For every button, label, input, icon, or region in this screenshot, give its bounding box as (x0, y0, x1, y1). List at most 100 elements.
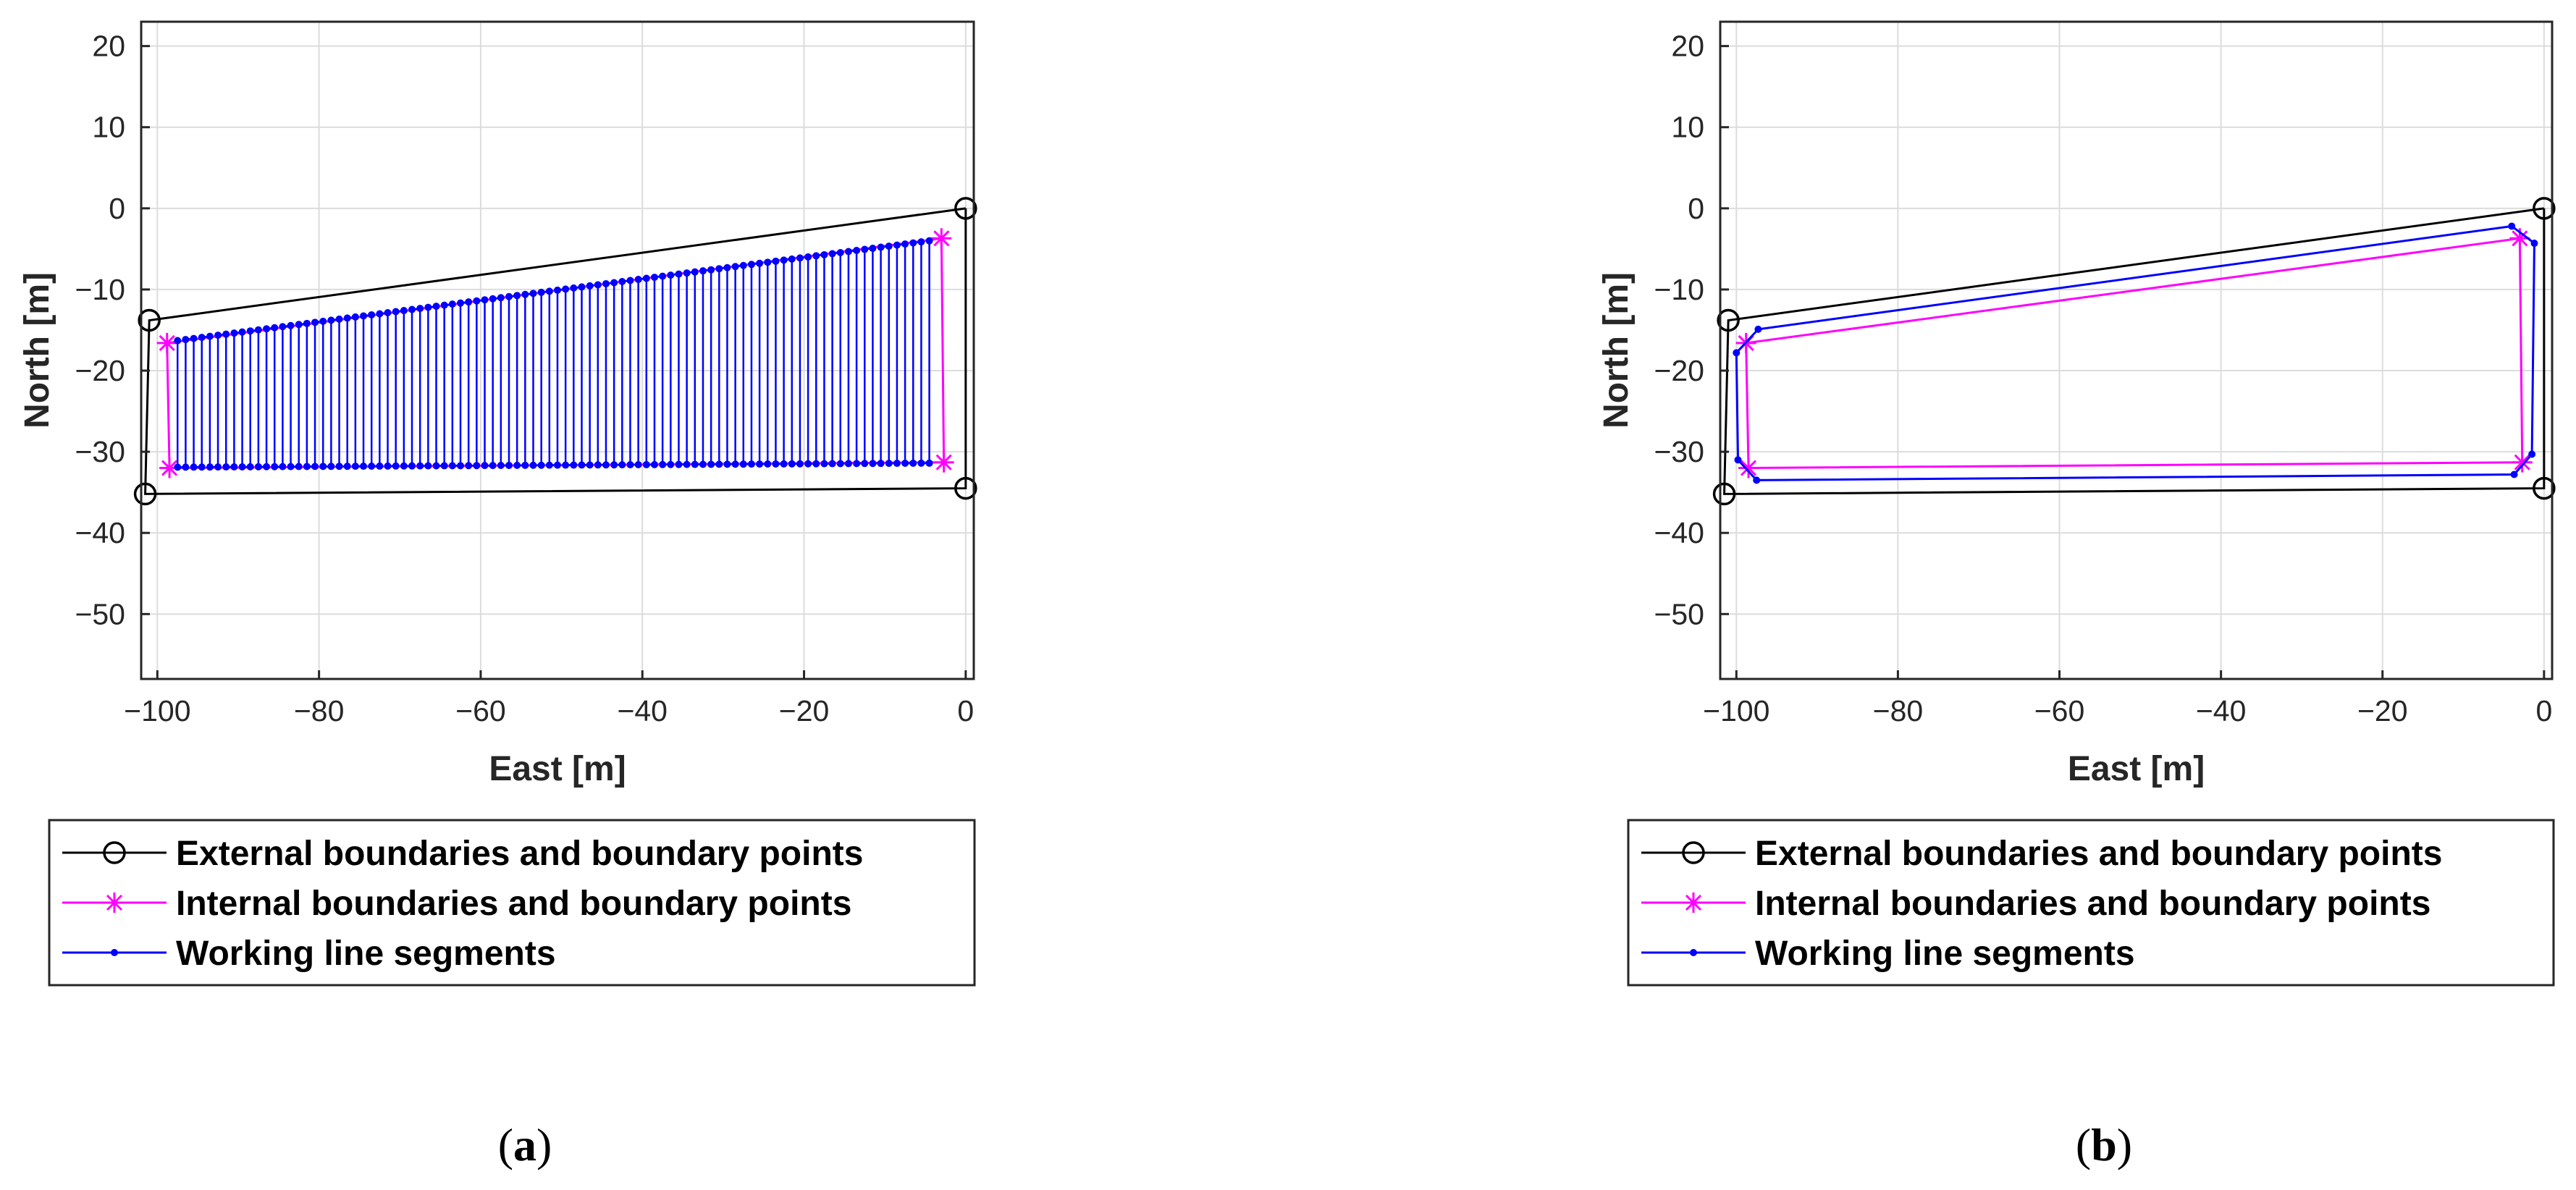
working-point (812, 252, 820, 260)
working-point (335, 315, 343, 323)
working-point (804, 253, 812, 261)
working-point (497, 462, 505, 470)
working-point (626, 461, 634, 469)
working-point (263, 325, 271, 333)
x-tick-label: 0 (2535, 694, 2552, 727)
working-point (327, 316, 335, 324)
working-point (828, 250, 836, 258)
working-point (594, 461, 602, 469)
working-point (925, 237, 933, 245)
working-point (780, 256, 788, 264)
working-point (788, 255, 796, 263)
working-point (772, 257, 780, 265)
working-point (554, 461, 561, 469)
external-point (2533, 197, 2556, 220)
x-tick-label: −100 (124, 694, 190, 727)
legend-label: Working line segments (176, 934, 556, 973)
x-tick-label: −60 (2034, 694, 2085, 727)
working-point (917, 238, 925, 246)
working-point (2508, 222, 2516, 230)
working-point (667, 460, 675, 468)
working-point (715, 460, 723, 468)
x-tick-label: −40 (617, 694, 668, 727)
working-point (659, 272, 667, 280)
legend-label: Internal boundaries and boundary points (176, 885, 851, 923)
legend-label: Working line segments (1755, 934, 2135, 973)
working-point (222, 463, 230, 471)
working-point (545, 461, 553, 469)
working-point (836, 248, 844, 256)
y-tick-label: 0 (109, 192, 125, 225)
working-point (650, 274, 658, 282)
working-point (238, 328, 246, 336)
legend-marker (104, 892, 125, 913)
working-point (368, 311, 376, 318)
legend-external: External boundaries and boundary points (62, 835, 863, 873)
working-point (440, 301, 448, 309)
legend-marker (1690, 949, 1697, 956)
working-point (812, 460, 820, 468)
working-point (586, 282, 594, 290)
working-point (448, 462, 456, 470)
working-point (869, 460, 877, 468)
working-point (618, 461, 626, 469)
legend-marker (1682, 841, 1705, 864)
working-point (440, 462, 448, 470)
working-point (513, 461, 521, 469)
x-tick-label: 0 (957, 694, 974, 727)
external-point (138, 308, 161, 332)
working-point (626, 277, 634, 284)
working-point (780, 460, 788, 468)
working-point (893, 241, 901, 249)
y-tick-label: 10 (1671, 111, 1704, 144)
working-point (448, 300, 456, 308)
working-point (739, 261, 747, 269)
x-axis-label: East [m] (489, 750, 626, 788)
working-point (513, 292, 521, 300)
legend-b: External boundaries and boundary points I… (1627, 819, 2555, 987)
working-point (683, 269, 691, 277)
working-point (303, 463, 311, 470)
y-tick-label: −50 (1654, 597, 1704, 630)
working-point (562, 285, 570, 293)
legend-external: External boundaries and boundary points (1641, 835, 2442, 873)
working-point (295, 463, 303, 470)
working-point (828, 460, 836, 468)
working-point (2530, 240, 2538, 248)
y-tick-label: 20 (92, 30, 125, 63)
working-point (1754, 325, 1762, 333)
caption-a: (a) (498, 1119, 552, 1170)
working-point (844, 460, 852, 468)
legend-internal: Internal boundaries and boundary points (62, 885, 851, 923)
working-point (683, 460, 691, 468)
working-point (190, 463, 198, 471)
working-point (756, 460, 764, 468)
working-point (343, 463, 351, 470)
working-point (1753, 476, 1761, 484)
working-point (432, 303, 440, 311)
working-point (214, 463, 222, 471)
working-point (796, 460, 804, 468)
working-point (537, 461, 545, 469)
working-point (400, 462, 408, 470)
y-tick-label: 0 (1688, 192, 1704, 225)
working-point (198, 463, 206, 471)
internal-point (2512, 452, 2533, 473)
panel-b: −100 −80 −60 −40 −20 0 20 10 0 −10 −20 −30 −40 −50 Eas… (1597, 20, 2556, 788)
working-point (246, 327, 254, 335)
working-point (562, 461, 570, 469)
working-point (844, 248, 852, 256)
working-point (691, 460, 699, 468)
working-point (222, 330, 230, 338)
working-point (885, 242, 893, 250)
working-point (368, 462, 376, 470)
internal-point (1738, 457, 1759, 478)
working-point (392, 462, 400, 470)
working-point (263, 463, 271, 470)
series-line (144, 207, 967, 495)
working-point (384, 462, 392, 470)
working-point (505, 292, 513, 300)
working-point (190, 334, 198, 342)
y-tick-label: 20 (1671, 30, 1704, 63)
